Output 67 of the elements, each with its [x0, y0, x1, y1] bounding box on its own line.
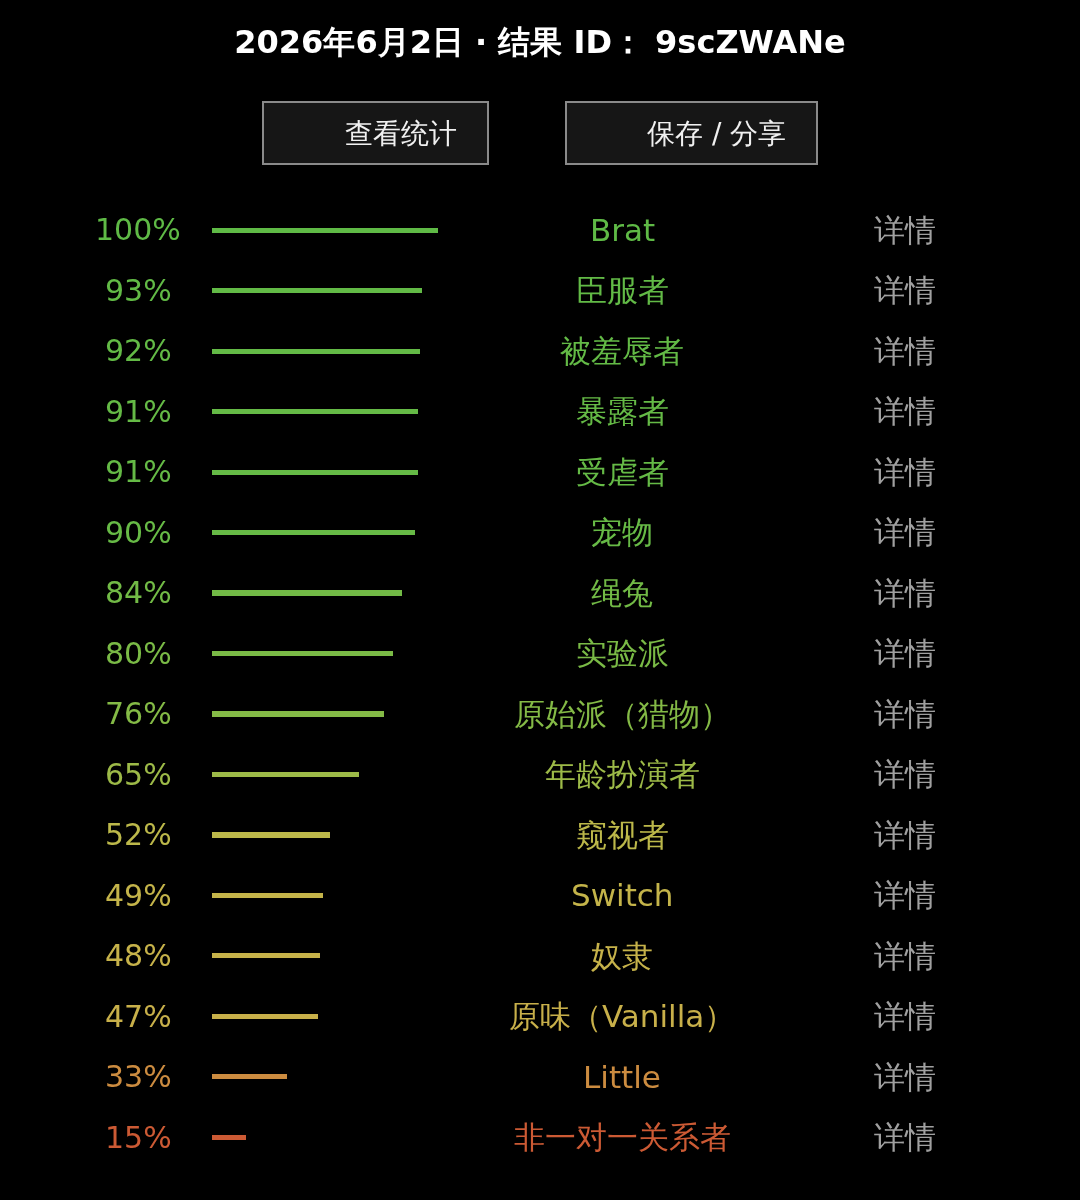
- text: 详情: [874, 575, 936, 611]
- y-tick-label: 暴露者: [576, 393, 669, 429]
- bar: [212, 831, 330, 838]
- y-tick-label: 年龄扮演者: [545, 756, 700, 792]
- data-label: 48%: [105, 938, 172, 973]
- bar: [212, 469, 418, 475]
- text: 保存 / 分享: [647, 117, 787, 150]
- y-tick-label: 奴隶: [591, 938, 653, 974]
- y-tick-label: 绳兔: [591, 575, 653, 611]
- data-label: 33%: [105, 1059, 172, 1094]
- text: 详情: [874, 212, 936, 248]
- bar: [212, 1134, 246, 1140]
- data-label: 80%: [105, 636, 172, 671]
- y-tick-label: 臣服者: [576, 272, 669, 308]
- data-label: 49%: [105, 878, 172, 913]
- text: 详情: [874, 817, 936, 853]
- bar: [212, 892, 323, 898]
- y-tick-label: 窥视者: [576, 817, 669, 853]
- data-label: 76%: [105, 696, 172, 731]
- text: 详情: [874, 1119, 936, 1155]
- data-label: 93%: [105, 273, 172, 308]
- bar: [212, 287, 422, 293]
- text: 查看统计: [345, 117, 457, 150]
- bar: [212, 1073, 287, 1079]
- text: 详情: [874, 272, 936, 308]
- bar: [212, 348, 420, 354]
- bar: [212, 650, 393, 656]
- y-tick-label: 非一对一关系者: [514, 1119, 731, 1155]
- text: 详情: [874, 514, 936, 550]
- y-tick-label: Brat: [590, 212, 656, 248]
- data-label: 100%: [95, 212, 181, 247]
- bar: [212, 771, 359, 777]
- data-label: 15%: [105, 1120, 172, 1155]
- data-label: 52%: [105, 817, 172, 852]
- text: 详情: [874, 998, 936, 1034]
- text: 详情: [874, 635, 936, 671]
- bar: [212, 589, 402, 596]
- data-label: 65%: [105, 757, 172, 792]
- y-tick-label: 原味（Vanilla）: [509, 998, 736, 1034]
- data-label: 91%: [105, 454, 172, 489]
- data-label: 90%: [105, 515, 172, 550]
- data-label: 84%: [105, 575, 172, 610]
- bar: [212, 1013, 318, 1019]
- text: 详情: [874, 333, 936, 369]
- bar: [212, 710, 384, 717]
- bar: [212, 952, 320, 958]
- text: 详情: [874, 696, 936, 732]
- bar: [212, 408, 418, 414]
- y-tick-label: Little: [583, 1059, 661, 1095]
- bar: [212, 227, 438, 233]
- data-label: 91%: [105, 394, 172, 429]
- y-tick-label: 实验派: [576, 635, 669, 671]
- text: 详情: [874, 938, 936, 974]
- text: 详情: [874, 454, 936, 490]
- text: 2026年6月2日 · 结果 ID： 9scZWANe: [234, 23, 846, 62]
- y-tick-label: 受虐者: [576, 454, 669, 490]
- y-tick-label: 宠物: [591, 514, 653, 550]
- text: 详情: [874, 877, 936, 913]
- text: 详情: [874, 393, 936, 429]
- data-label: 47%: [105, 999, 172, 1034]
- y-tick-label: 原始派（猎物）: [514, 696, 731, 732]
- y-tick-label: 被羞辱者: [560, 333, 684, 369]
- data-label: 92%: [105, 333, 172, 368]
- text: 详情: [874, 756, 936, 792]
- text: 详情: [874, 1059, 936, 1095]
- bar: [212, 529, 415, 535]
- y-tick-label: Switch: [571, 877, 674, 913]
